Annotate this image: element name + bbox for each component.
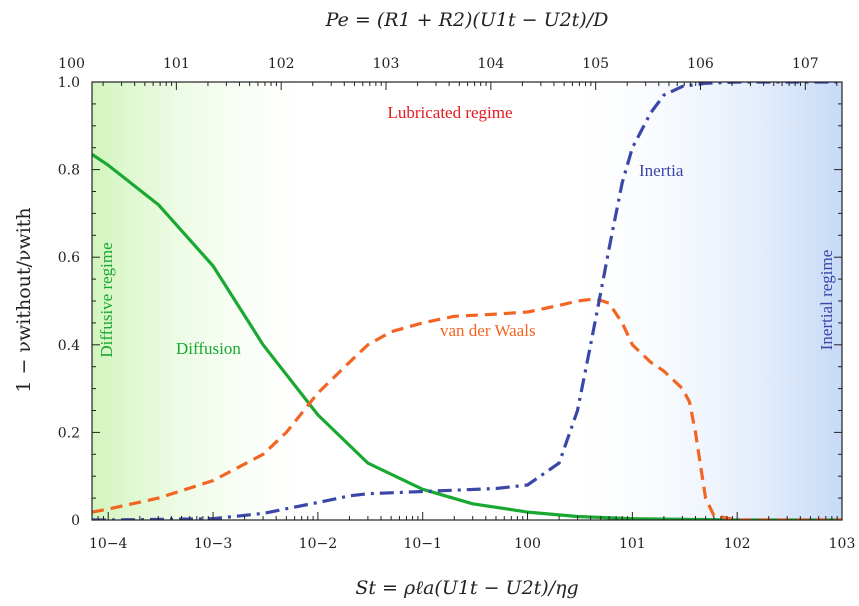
x-tick-label: 102 bbox=[724, 536, 751, 552]
x-axis-title: St = ρℓa(U1t − U2t)/ηg bbox=[355, 577, 578, 599]
top-x-tick-label: 103 bbox=[373, 56, 400, 72]
x-tick-label: 103 bbox=[829, 536, 856, 552]
series-line-inertia bbox=[92, 82, 842, 520]
x-tick-label: 10−4 bbox=[89, 536, 128, 552]
x-tick-label: 101 bbox=[619, 536, 646, 552]
top-x-tick-label: 101 bbox=[163, 56, 190, 72]
diffusive-regime-label: Diffusive regime bbox=[97, 242, 116, 357]
diffusion-label: Diffusion bbox=[176, 339, 241, 358]
y-tick-label: 1.0 bbox=[58, 75, 80, 91]
y-tick-label: 0 bbox=[71, 513, 80, 529]
inertia-label: Inertia bbox=[639, 161, 684, 180]
y-axis-title: 1 − νwithout/νwith bbox=[13, 207, 35, 392]
top-x-tick-label: 100 bbox=[58, 56, 85, 72]
x-tick-label: 100 bbox=[514, 536, 541, 552]
top-x-axis-title: Pe = (R1 + R2)(U1t − U2t)/D bbox=[325, 9, 609, 31]
y-tick-label: 0.6 bbox=[58, 250, 80, 266]
y-tick-label: 0.4 bbox=[58, 338, 80, 354]
diffusive-region-shading bbox=[92, 82, 332, 520]
x-tick-label: 10−2 bbox=[299, 536, 337, 552]
inertial-regime-label: Inertial regime bbox=[817, 250, 836, 351]
lubricated-regime-label: Lubricated regime bbox=[387, 103, 512, 122]
tick-label-layer: 10−4 10−3 10−2 10−1 100 101 102 103 100 101 102 103… bbox=[58, 56, 856, 552]
series-line-diffusion bbox=[92, 152, 842, 520]
x-tick-label: 10−3 bbox=[194, 536, 232, 552]
tick-layer bbox=[91, 81, 843, 521]
y-tick-label: 0.8 bbox=[58, 163, 80, 179]
top-x-tick-label: 107 bbox=[792, 56, 819, 72]
van-der-waals-label: van der Waals bbox=[440, 321, 536, 340]
series-layer bbox=[92, 82, 842, 520]
x-tick-label: 10−1 bbox=[403, 536, 441, 552]
top-x-tick-label: 102 bbox=[268, 56, 295, 72]
top-x-tick-label: 106 bbox=[687, 56, 714, 72]
y-tick-label: 0.2 bbox=[58, 425, 80, 441]
top-x-tick-label: 104 bbox=[477, 56, 504, 72]
series-line-van-der-waals bbox=[92, 297, 842, 520]
top-x-tick-label: 105 bbox=[582, 56, 609, 72]
